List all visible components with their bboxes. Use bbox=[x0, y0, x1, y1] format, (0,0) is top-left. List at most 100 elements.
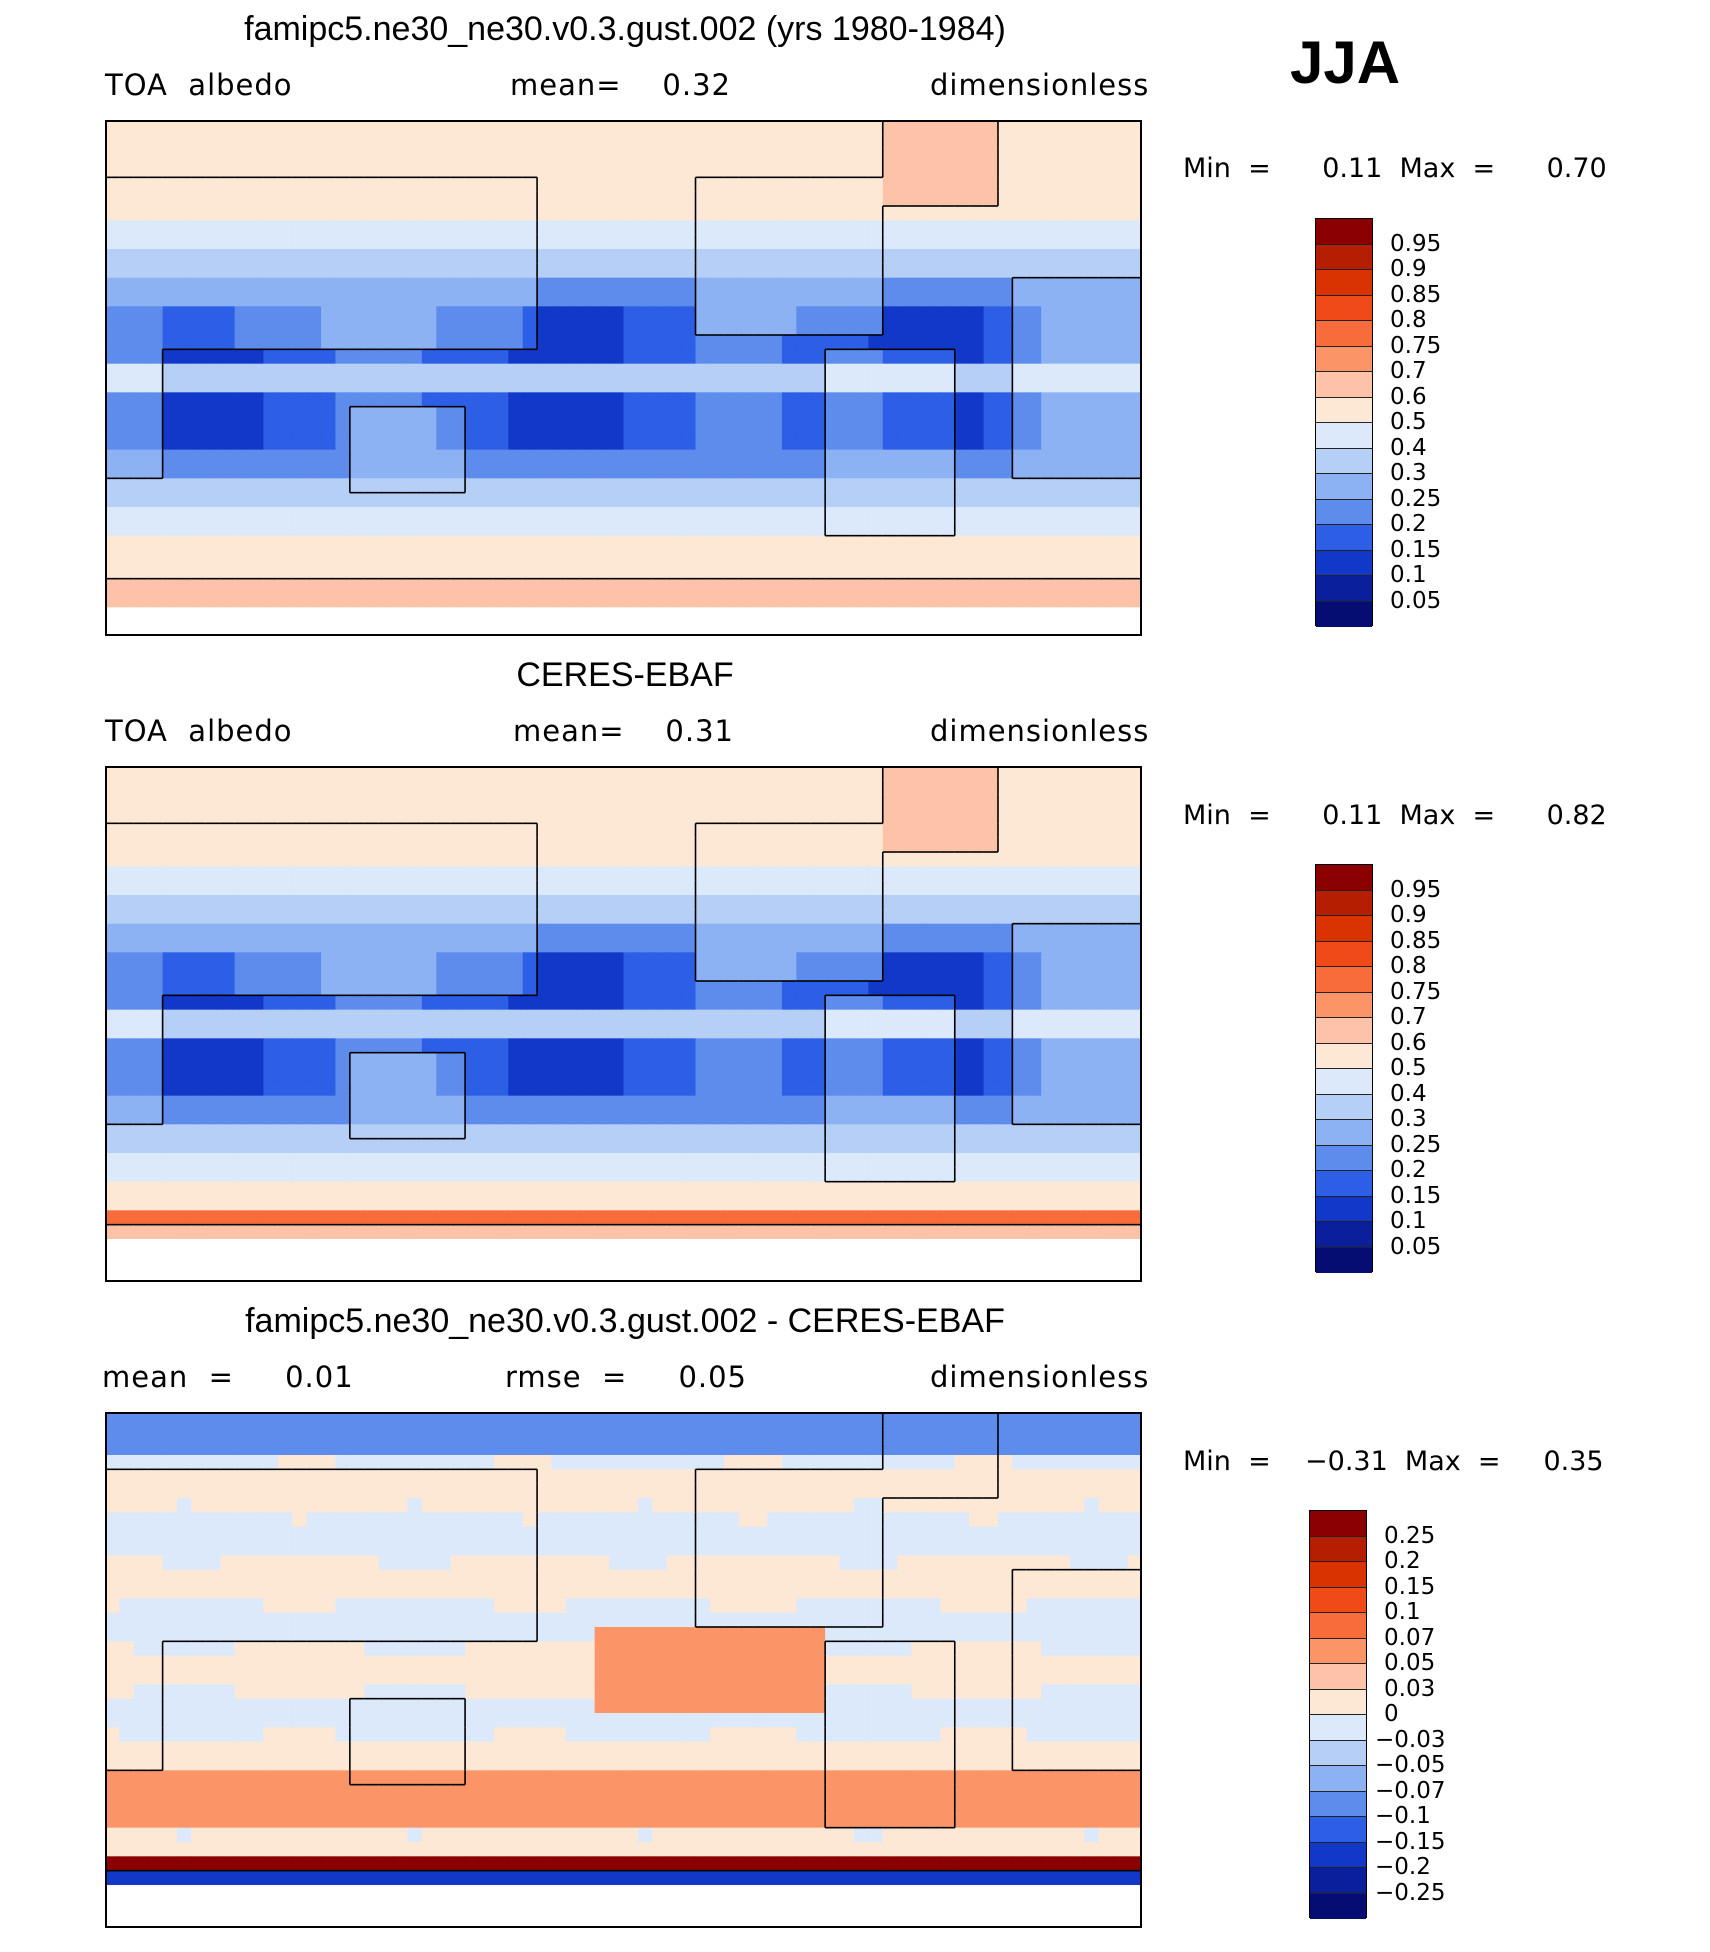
map-cell bbox=[537, 923, 553, 939]
map-cell bbox=[954, 521, 970, 537]
map-cell bbox=[450, 766, 466, 781]
map-cell bbox=[623, 794, 639, 810]
map-cell bbox=[450, 966, 466, 982]
map-cell bbox=[493, 938, 509, 953]
map-cell bbox=[378, 363, 394, 379]
map-cell bbox=[321, 564, 337, 580]
map-cell bbox=[580, 263, 596, 279]
map-cell bbox=[177, 952, 193, 968]
map-cell bbox=[551, 521, 567, 537]
map-cell bbox=[724, 134, 740, 150]
map-cell bbox=[292, 378, 308, 393]
map-cell bbox=[508, 1124, 524, 1140]
map-cell bbox=[954, 995, 970, 1011]
map-cell bbox=[335, 952, 351, 968]
map-cell bbox=[465, 766, 481, 781]
map-cell bbox=[652, 1095, 668, 1111]
map-cell bbox=[306, 1009, 322, 1025]
map-cell bbox=[493, 1067, 509, 1082]
map-cell bbox=[364, 564, 380, 580]
map-cell bbox=[119, 535, 135, 551]
map-cell bbox=[378, 909, 394, 925]
map-cell bbox=[1041, 1024, 1057, 1039]
map-cell bbox=[810, 1024, 826, 1039]
map-cell bbox=[623, 1138, 639, 1154]
map-cell bbox=[580, 621, 596, 636]
map-cell bbox=[897, 1038, 913, 1054]
map-cell bbox=[925, 378, 941, 393]
map-cell bbox=[292, 363, 308, 379]
map-cell bbox=[148, 148, 164, 164]
map-cell bbox=[234, 780, 250, 796]
map-cell bbox=[465, 1081, 481, 1097]
map-cell bbox=[421, 923, 437, 939]
map-cell bbox=[1098, 263, 1114, 279]
map-cell bbox=[479, 1095, 495, 1111]
map-cell bbox=[637, 1052, 653, 1068]
map-cell bbox=[753, 1009, 769, 1025]
map-cell bbox=[378, 320, 394, 336]
map-cell bbox=[364, 349, 380, 365]
map-cell bbox=[522, 564, 538, 580]
map-cell bbox=[853, 895, 869, 910]
map-cell bbox=[940, 995, 956, 1011]
map-cell bbox=[594, 535, 610, 551]
map-cell bbox=[925, 177, 941, 193]
map-cell bbox=[177, 1095, 193, 1111]
map-cell bbox=[868, 435, 884, 451]
map-cell bbox=[796, 392, 812, 408]
map-cell bbox=[565, 320, 581, 336]
colorbar-tick-label: 0.2 bbox=[1390, 511, 1427, 537]
map-cell bbox=[465, 478, 481, 494]
map-cell bbox=[609, 938, 625, 953]
map-cell bbox=[565, 823, 581, 839]
map-cell bbox=[925, 392, 941, 408]
map-cell bbox=[796, 292, 812, 307]
map-cell bbox=[537, 464, 553, 479]
map-cell bbox=[465, 120, 481, 135]
map-cell bbox=[868, 607, 884, 623]
map-cell bbox=[465, 263, 481, 279]
map-cell bbox=[1084, 320, 1100, 336]
map-cell bbox=[191, 1167, 207, 1183]
map-cell bbox=[522, 621, 538, 636]
map-cell bbox=[695, 578, 711, 594]
map-cell bbox=[349, 1024, 365, 1039]
map-cell bbox=[249, 234, 265, 250]
map-cell bbox=[162, 837, 178, 853]
map-cell bbox=[1055, 794, 1071, 810]
map-cell bbox=[263, 809, 279, 824]
map-cell bbox=[465, 866, 481, 882]
map-cell bbox=[911, 995, 927, 1011]
map-cell bbox=[522, 593, 538, 608]
map-cell bbox=[709, 809, 725, 824]
map-cell bbox=[565, 478, 581, 494]
map-cell bbox=[594, 234, 610, 250]
map-cell bbox=[1012, 335, 1028, 350]
map-cell bbox=[940, 1024, 956, 1039]
map-cell bbox=[436, 621, 452, 636]
map-cell bbox=[421, 966, 437, 982]
map-cell bbox=[421, 363, 437, 379]
map-cell bbox=[911, 507, 927, 522]
map-cell bbox=[421, 564, 437, 580]
map-cell bbox=[119, 837, 135, 853]
map-cell bbox=[162, 809, 178, 824]
map-cell bbox=[825, 564, 841, 580]
map-cell bbox=[897, 1067, 913, 1082]
map-cell bbox=[1069, 406, 1085, 422]
map-cell bbox=[594, 177, 610, 193]
map-cell bbox=[335, 578, 351, 594]
map-cell bbox=[594, 564, 610, 580]
map-cell bbox=[954, 823, 970, 839]
map-cell bbox=[868, 263, 884, 279]
map-cell bbox=[393, 363, 409, 379]
map-cell bbox=[364, 923, 380, 939]
map-cell bbox=[594, 780, 610, 796]
map-cell bbox=[1055, 378, 1071, 393]
colorbar-swatch bbox=[1316, 499, 1372, 525]
map-cell bbox=[508, 134, 524, 150]
map-cell bbox=[781, 1052, 797, 1068]
map-cell bbox=[522, 1067, 538, 1082]
map-cell bbox=[695, 995, 711, 1011]
